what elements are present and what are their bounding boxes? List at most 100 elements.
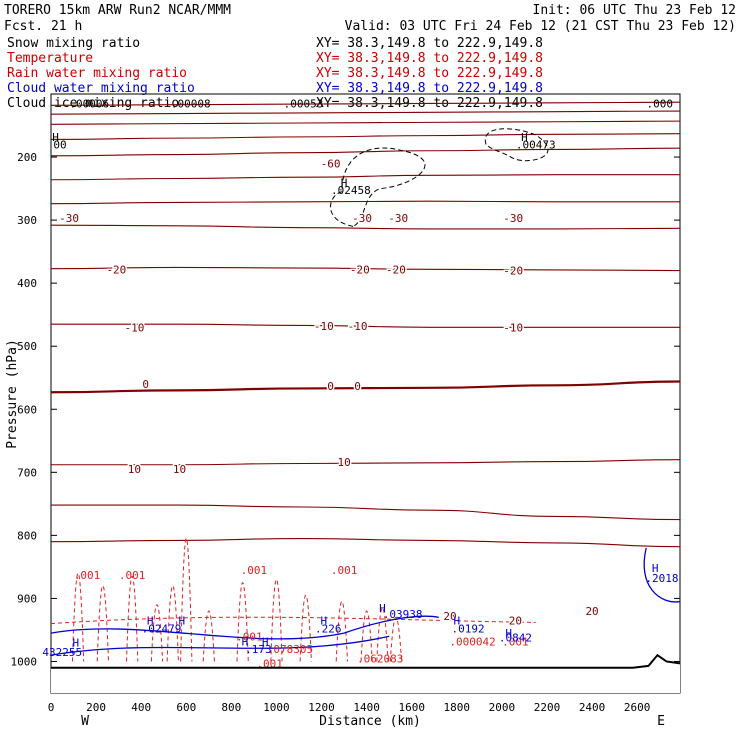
temperature-label: -10 [124,321,144,334]
isotherm-line [50,133,681,140]
cloud-ice-label: .00473 [516,138,556,151]
high-marker: H [505,627,512,640]
cloud-ice-label: .000 [646,97,673,110]
rain-label: .001 [241,564,268,577]
temperature-label: 0 [327,380,334,393]
y-tick-label: 500 [17,340,37,353]
high-marker: H [320,614,327,627]
x-tick-label: 400 [131,701,151,714]
cloud-water-label: .03938 [383,608,423,621]
cloud-ice-label: .00008 [171,97,211,110]
temperature-label: -10 [503,321,523,334]
legend-xy: XY= 38.3,149.8 to 222.9,149.8 [316,36,543,51]
legend-label: Temperature [7,51,93,66]
rain-label: .001 [74,569,101,582]
high-marker: H [147,614,154,627]
x-tick-label: 1200 [308,701,335,714]
legend-xy: XY= 38.3,149.8 to 222.9,149.8 [316,51,543,66]
legend-xy: XY= 38.3,149.8 to 222.9,149.8 [316,66,543,81]
rain-contour [166,585,179,662]
isotherm-line [50,147,681,157]
cloud-water-contour [643,547,681,603]
legend-xy: XY= 38.3,149.8 to 222.9,149.8 [316,81,543,96]
temperature-label: 10 [173,463,186,476]
legend-label: Cloud water mixing ratio [7,81,195,96]
rain-contour [270,579,283,662]
rain-contour [50,616,536,625]
x-tick-label: 1800 [444,701,471,714]
plot-area: 0 200 400 600 800 1000 1200 1400 1600 1800 2000 220… [11,97,681,714]
temperature-label: -20 [386,263,406,276]
temperature-label: -20 [503,265,523,278]
forecast-hour: Fcst. 21 h [4,19,82,34]
cloud-water-contour [50,615,439,640]
temperature-label: 0 [142,378,149,391]
rain-label: .000042 [449,635,495,648]
x-tick-label: 2600 [624,701,651,714]
temperature-label: -20 [350,263,370,276]
cloud-water-label: .226 [315,623,342,636]
rain-contour [202,610,215,662]
cloud-water-label: .0842 [499,632,532,645]
isotherm-line [50,174,680,181]
temperature-label: 10 [337,456,350,469]
rain-contour [376,607,389,662]
legend-label: Cloud ice mixing ratio [7,96,179,111]
isotherm-line [50,120,681,125]
cloud-water-label: .02479 [142,623,182,636]
x-tick-label: 2200 [534,701,561,714]
x-tick-label: 800 [221,701,241,714]
west-endpoint: W [81,714,89,729]
cloud-ice-label: .00006 [69,97,109,110]
y-tick-label: 400 [17,277,37,290]
high-marker: H [52,131,59,144]
rain-label: .001 [236,630,263,643]
terrain-fill [51,655,680,693]
cloud-ice-contour [330,147,426,227]
temperature-label: -30 [503,212,523,225]
y-tick-label: 300 [17,214,37,227]
x-tick-label: 2400 [579,701,606,714]
rain-contour [335,601,348,662]
high-marker: H [521,131,528,144]
high-marker: H [72,637,79,650]
isotherm-line [50,224,681,230]
isotherm-line [50,380,681,394]
high-marker: H [652,562,659,575]
cloud-water-label: .173 [245,643,272,656]
temperature-label: 10 [128,463,141,476]
temperature-label: 20 [443,610,456,623]
cloud-ice-label: .02458 [331,184,371,197]
high-marker: H [242,635,249,648]
valid-time: Valid: 03 UTC Fri 24 Feb 12 (21 CST Thu … [345,19,736,34]
rain-contour [299,594,312,662]
cloud-water-label: 432255 [42,646,82,659]
cloud-water-contour [50,635,390,656]
x-tick-label: 0 [48,701,55,714]
isotherm-line [50,101,681,106]
isotherm-line [51,504,681,521]
rain-label: .001 [119,569,146,582]
rain-label: .062083 [357,652,403,665]
rain-label: .078305 [267,643,313,656]
temperature-label: -30 [352,212,372,225]
isotherm-line [51,323,680,328]
cloud-ice-label: .00053 [284,97,324,110]
temperature-label: 20 [585,605,598,618]
cloud-ice-contour [484,128,549,162]
temperature-label: -10 [314,320,334,333]
isotherm-line [51,459,681,466]
cloud-water-label: .0192 [452,623,485,636]
legend-label: Snow mixing ratio [7,36,140,51]
rain-contour [236,582,249,662]
rain-contour [150,604,164,662]
temperature-label: 20 [509,614,522,627]
temperature-label: -10 [348,320,368,333]
y-tick-label: 700 [17,466,37,479]
rain-label: .001 [331,564,358,577]
isotherm-line [50,200,680,205]
x-tick-label: 2000 [489,701,516,714]
rain-contour [389,616,403,662]
